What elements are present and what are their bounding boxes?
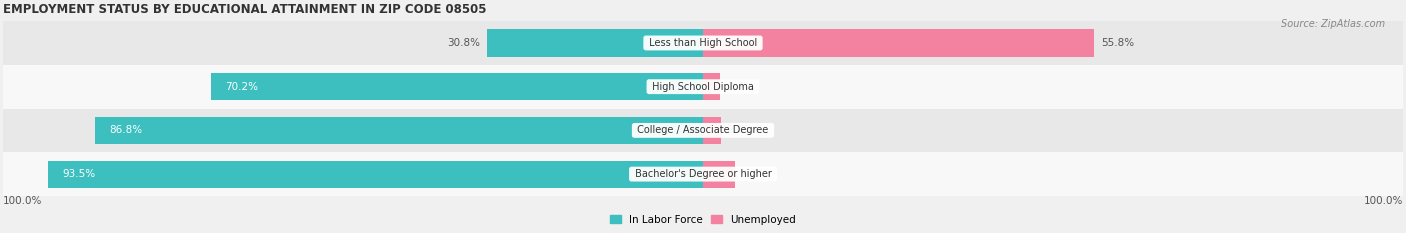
- Bar: [703, 29, 1094, 57]
- Text: 86.8%: 86.8%: [110, 125, 142, 135]
- Text: EMPLOYMENT STATUS BY EDUCATIONAL ATTAINMENT IN ZIP CODE 08505: EMPLOYMENT STATUS BY EDUCATIONAL ATTAINM…: [3, 3, 486, 16]
- Bar: [703, 117, 720, 144]
- Text: Less than High School: Less than High School: [645, 38, 761, 48]
- Bar: [211, 73, 703, 100]
- Legend: In Labor Force, Unemployed: In Labor Force, Unemployed: [606, 211, 800, 229]
- Bar: [488, 29, 703, 57]
- Bar: [703, 161, 735, 188]
- Text: 2.4%: 2.4%: [727, 82, 754, 92]
- Text: 93.5%: 93.5%: [62, 169, 96, 179]
- Text: Source: ZipAtlas.com: Source: ZipAtlas.com: [1281, 19, 1385, 29]
- Bar: [703, 73, 720, 100]
- Text: 100.0%: 100.0%: [3, 196, 42, 206]
- Bar: [48, 161, 703, 188]
- Text: 70.2%: 70.2%: [225, 82, 259, 92]
- Text: 30.8%: 30.8%: [447, 38, 481, 48]
- Text: 100.0%: 100.0%: [1364, 196, 1403, 206]
- Text: 55.8%: 55.8%: [1101, 38, 1133, 48]
- Text: Bachelor's Degree or higher: Bachelor's Degree or higher: [631, 169, 775, 179]
- Text: 2.5%: 2.5%: [727, 125, 754, 135]
- Text: 4.6%: 4.6%: [742, 169, 769, 179]
- Bar: [3, 152, 1403, 196]
- Bar: [96, 117, 703, 144]
- Bar: [3, 21, 1403, 65]
- Text: College / Associate Degree: College / Associate Degree: [634, 125, 772, 135]
- Bar: [3, 109, 1403, 152]
- Text: High School Diploma: High School Diploma: [650, 82, 756, 92]
- Bar: [3, 65, 1403, 109]
